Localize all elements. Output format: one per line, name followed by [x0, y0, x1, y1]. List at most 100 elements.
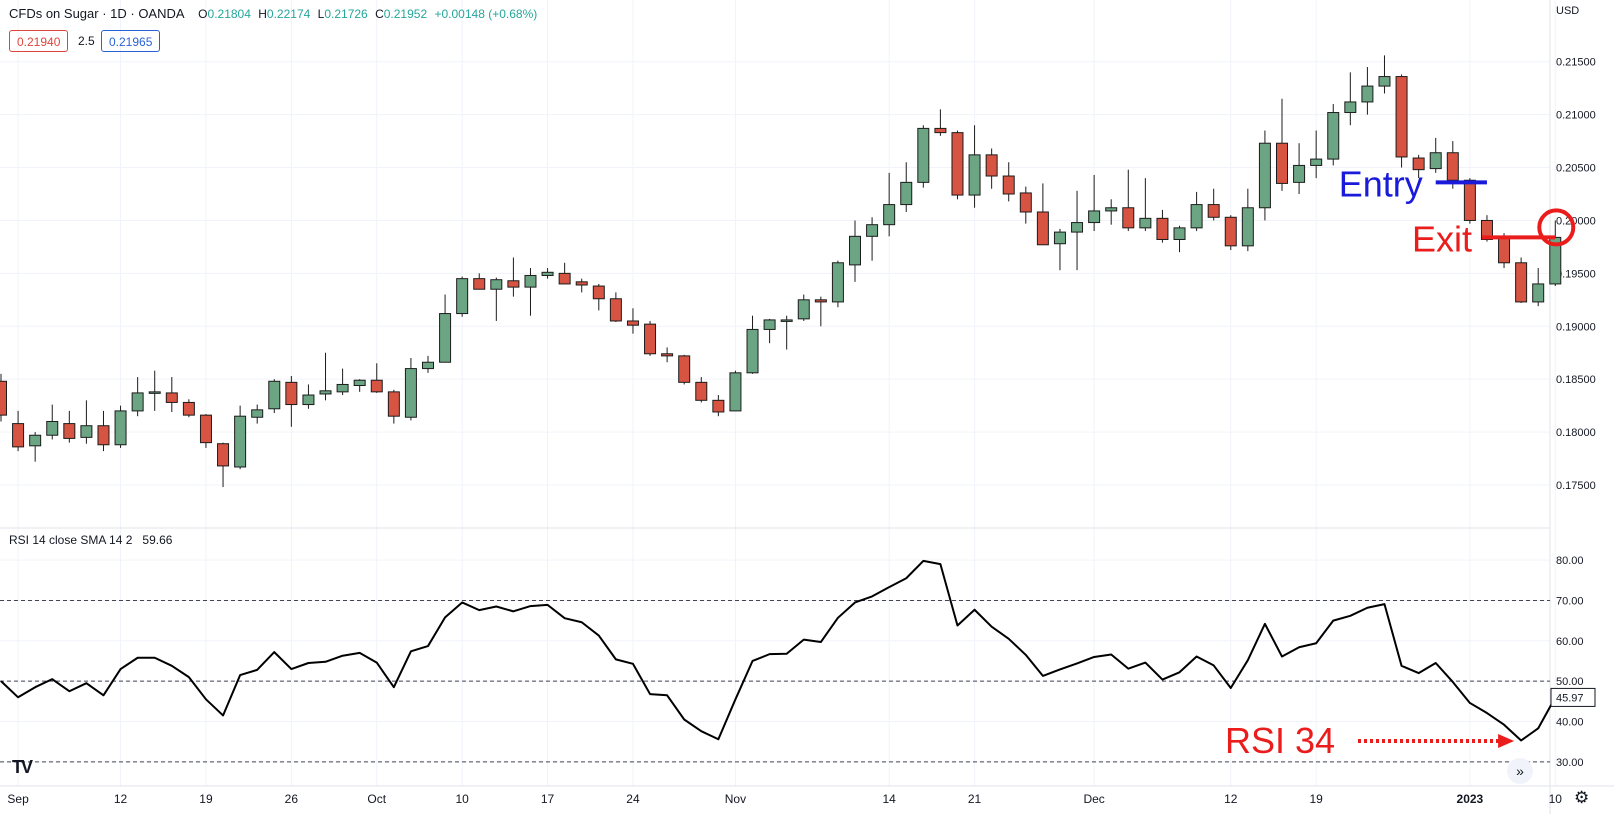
open-label: O	[198, 7, 208, 21]
candle-body-up	[900, 181, 913, 206]
candle	[831, 260, 844, 308]
candle-body-up	[268, 380, 281, 410]
candle-body-down	[1515, 262, 1528, 303]
time-tick-label: 14	[882, 792, 896, 806]
candle-body-down	[387, 391, 400, 417]
price-tick-label: 0.18500	[1556, 374, 1596, 386]
candle-body-up	[1139, 217, 1152, 229]
exit-label: Exit	[1412, 218, 1472, 259]
candle	[148, 370, 161, 411]
candle	[268, 379, 281, 414]
candle-body-up	[1258, 142, 1271, 209]
candle	[797, 294, 810, 321]
rsi-line	[0, 559, 1557, 742]
candle-body-up	[1088, 210, 1101, 224]
candle	[524, 268, 537, 316]
close-value: 0.21952	[383, 7, 428, 21]
candle	[1224, 215, 1237, 251]
candle	[1019, 186, 1032, 224]
candle	[729, 370, 742, 412]
candle-body-down	[1156, 217, 1169, 240]
candle	[661, 347, 674, 363]
candle-body-up	[46, 420, 59, 436]
price-tick-label: 0.20500	[1556, 163, 1596, 175]
candle	[541, 268, 554, 279]
candle-body-down	[1395, 76, 1408, 158]
tradingview-logo[interactable]: TV	[12, 757, 33, 777]
candle-body-down	[182, 401, 195, 416]
candles	[0, 55, 1562, 488]
candle-body-down	[695, 381, 708, 401]
candle	[422, 355, 434, 373]
time-tick-label: 17	[541, 792, 555, 806]
candle	[695, 377, 708, 403]
candle	[97, 410, 110, 452]
candle	[1276, 98, 1288, 191]
candle-body-up	[1190, 204, 1203, 229]
buy-price-button[interactable]: 0.21965	[101, 30, 161, 52]
candle-body-up	[131, 392, 144, 412]
rsi-value: 59.66	[142, 533, 173, 547]
time-tick-label: 12	[1224, 792, 1238, 806]
candle	[592, 283, 605, 311]
candle-body-up	[302, 394, 315, 406]
candle-body-up	[353, 379, 366, 387]
candle-body-up	[439, 313, 452, 363]
candle-body-up	[29, 434, 42, 447]
price-tick-label: 0.19500	[1556, 268, 1596, 280]
time-tick-label: 2023	[1457, 792, 1484, 806]
candle	[165, 377, 178, 412]
sell-price-button[interactable]: 0.21940	[9, 30, 69, 52]
candle-body-up	[541, 271, 554, 276]
candle-body-down	[661, 353, 674, 357]
currency-label[interactable]: USD	[1556, 5, 1580, 17]
candle-body-down	[1036, 211, 1049, 246]
candle	[1378, 55, 1391, 94]
candle	[1429, 137, 1442, 173]
rsi-legend[interactable]: RSI 14 close SMA 14 2 59.66	[9, 533, 172, 547]
candle-body-up	[746, 328, 759, 374]
time-tick-label: 21	[968, 792, 982, 806]
candle-body-down	[370, 379, 383, 393]
candle	[217, 442, 230, 488]
symbol-title[interactable]: CFDs on Sugar · 1D · OANDA	[9, 6, 185, 21]
exit-circle	[1537, 208, 1576, 247]
candle	[934, 109, 947, 136]
candle	[302, 384, 315, 409]
candle	[1549, 220, 1562, 287]
double-chevron-right-icon[interactable]: »	[1507, 758, 1533, 784]
candle-body-down	[626, 320, 639, 326]
candle-body-down	[1122, 207, 1135, 229]
candle	[1412, 154, 1425, 179]
candle	[353, 379, 366, 392]
candle-body-up	[1310, 158, 1323, 166]
candle-body-up	[1293, 164, 1306, 183]
candle-body-up	[319, 390, 332, 395]
candle	[763, 318, 776, 344]
candle-body-up	[456, 278, 469, 315]
candle-body-up	[1241, 207, 1254, 247]
candle	[575, 278, 588, 293]
candle-body-down	[199, 414, 212, 444]
candle	[1515, 257, 1528, 303]
rsi-annotation-label: RSI 34	[1225, 720, 1335, 761]
candle	[507, 257, 520, 297]
open-value: 0.21804	[207, 7, 251, 21]
candle	[80, 400, 93, 444]
time-tick-label: 19	[1309, 792, 1323, 806]
rsi-tick-label: 50.00	[1556, 676, 1584, 688]
candle	[985, 148, 998, 189]
gear-icon[interactable]: ⚙	[1574, 788, 1590, 807]
candle-body-down	[814, 299, 827, 303]
rsi-tick-label: 30.00	[1556, 757, 1584, 769]
time-tick-label: Sep	[7, 792, 29, 806]
candle-body-up	[1378, 76, 1391, 87]
candle	[251, 404, 264, 424]
spread-value: 2.5	[78, 34, 95, 48]
time-tick-label: 26	[285, 792, 299, 806]
grid-lines	[0, 0, 1556, 786]
candle	[917, 125, 930, 188]
candle-body-down	[985, 154, 998, 177]
candle	[712, 395, 725, 417]
